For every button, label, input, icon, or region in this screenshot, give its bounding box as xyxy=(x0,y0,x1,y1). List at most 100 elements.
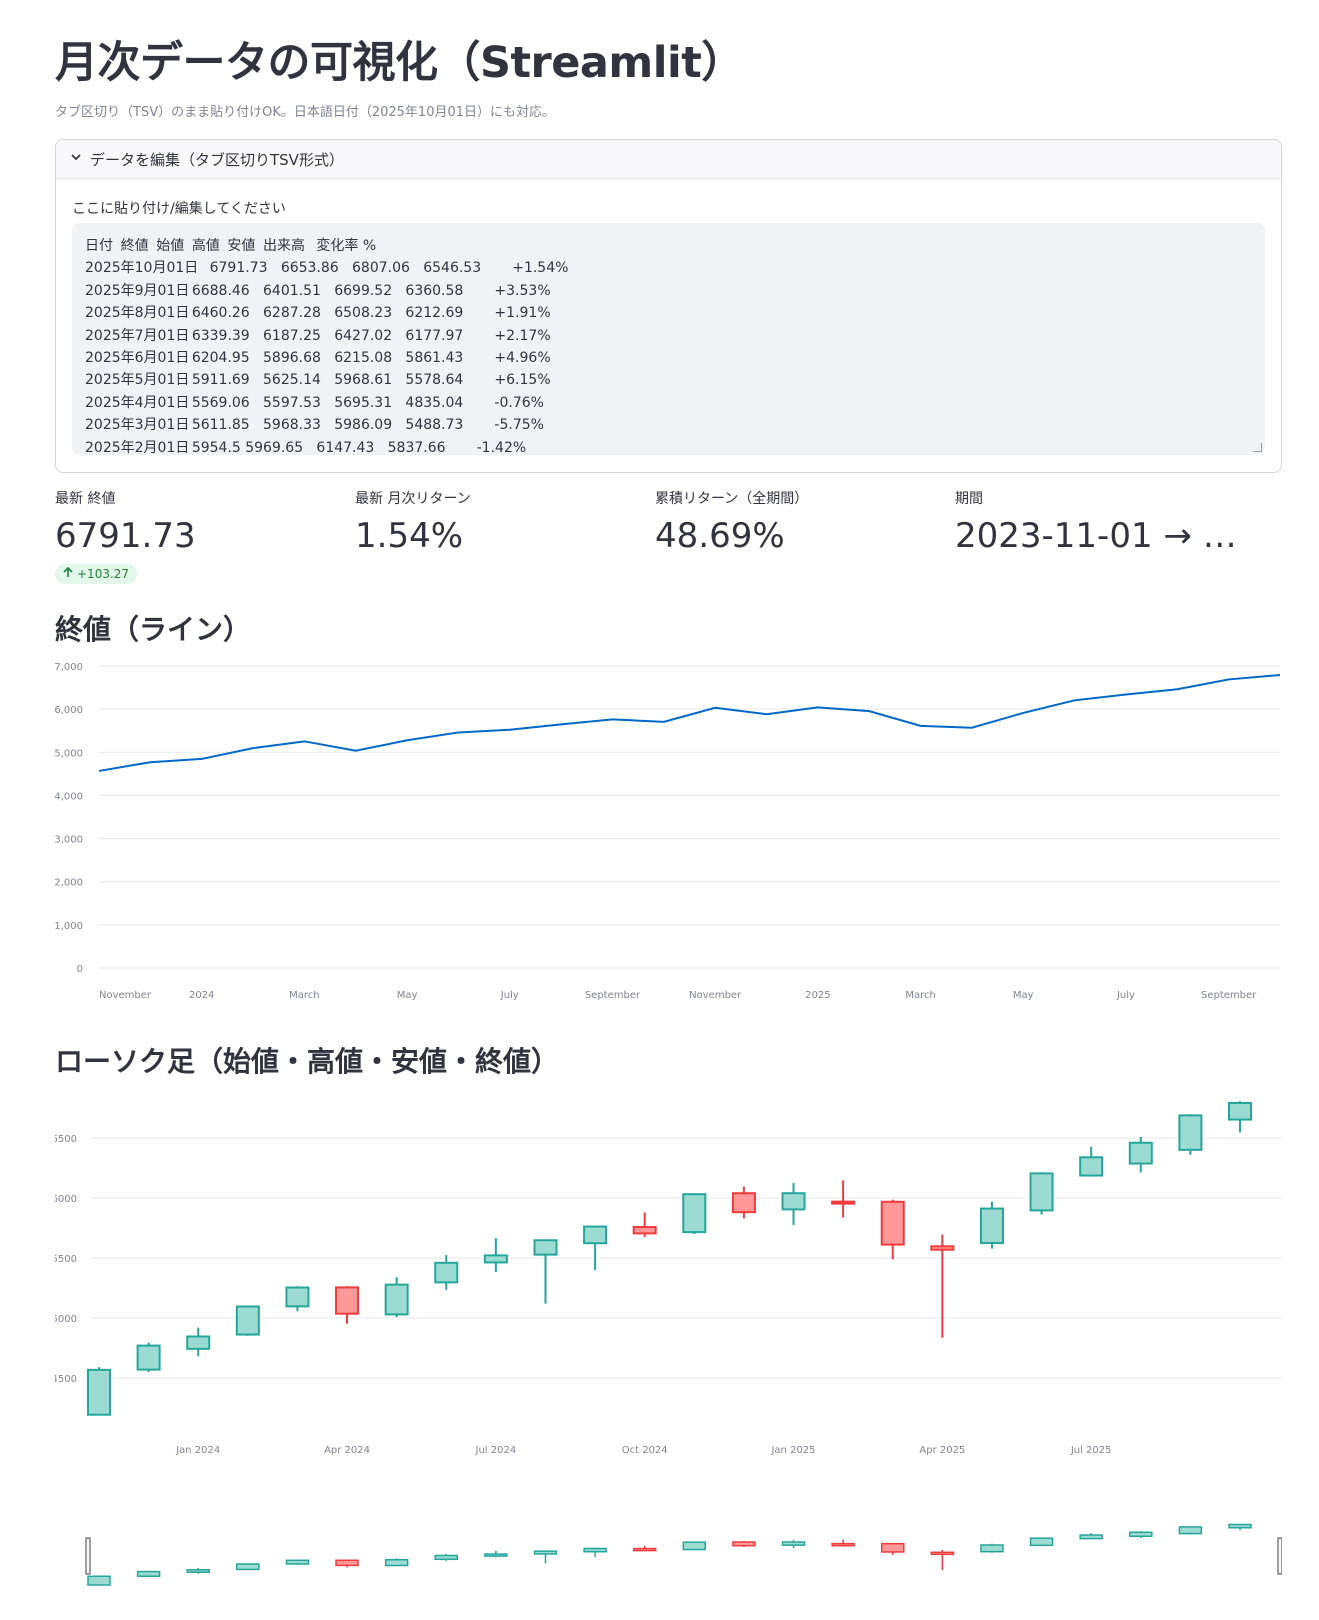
mini-candle xyxy=(781,1541,806,1546)
x-tick-label: July xyxy=(1116,990,1135,1001)
metric-monthly-return: 最新 月次リターン 1.54% xyxy=(355,488,655,556)
candlestick-heading: ローソク足（始値・高値・安値・終値） xyxy=(55,1045,560,1078)
data-editor-expander: データを編集（タブ区切りTSV形式） ここに貼り付け/編集してください 日付 終… xyxy=(55,139,1282,473)
mini-candle xyxy=(236,1563,260,1571)
x-tick-label: Apr 2025 xyxy=(919,1445,965,1456)
candle-up xyxy=(136,1344,161,1371)
candle-up xyxy=(87,1368,111,1416)
mini-candle xyxy=(1129,1531,1153,1538)
metric-value: 6791.73 xyxy=(55,516,196,556)
y-tick-label: 2,000 xyxy=(55,878,83,889)
x-tick-label: 2025 xyxy=(805,990,830,1001)
mini-candle xyxy=(335,1559,359,1567)
y-tick-label: 6,000 xyxy=(55,705,83,716)
y-tick-label: 1,000 xyxy=(55,921,83,932)
metric-period: 期間 2023-11-01 → 2025-10-01 xyxy=(955,488,1245,556)
mini-candle xyxy=(632,1547,657,1552)
y-tick-label: 3,000 xyxy=(55,835,83,846)
mini-candle xyxy=(1029,1537,1054,1547)
candle-up xyxy=(682,1193,707,1234)
mini-candle xyxy=(484,1553,508,1557)
candle-up xyxy=(384,1283,409,1316)
mini-candle xyxy=(682,1541,707,1551)
x-tick-label: September xyxy=(1201,990,1257,1001)
x-tick-label: Jul 2025 xyxy=(1070,1445,1112,1456)
metric-label: 期間 xyxy=(955,491,983,507)
metric-value: 1.54% xyxy=(355,516,464,556)
range-handle-right xyxy=(1277,1537,1282,1575)
mini-candle xyxy=(136,1570,161,1577)
mini-candle xyxy=(831,1542,855,1547)
candle-down xyxy=(335,1286,360,1315)
candle-up xyxy=(533,1239,558,1256)
metric-delta-badge: +103.27 xyxy=(55,564,138,584)
candle-up xyxy=(1228,1101,1252,1121)
mini-candle xyxy=(980,1544,1004,1553)
range-slider[interactable] xyxy=(55,1520,1282,1594)
mini-candle xyxy=(1178,1526,1203,1535)
x-tick-label: March xyxy=(289,990,319,1001)
x-tick-label: Jul 2024 xyxy=(475,1445,517,1456)
candle-down xyxy=(930,1245,955,1251)
x-tick-label: 2024 xyxy=(189,990,214,1001)
candle-up xyxy=(186,1335,211,1350)
mini-candle xyxy=(1079,1534,1103,1540)
x-tick-label: May xyxy=(397,990,418,1001)
x-tick-label: Jan 2025 xyxy=(770,1445,815,1456)
mini-candle xyxy=(186,1569,210,1573)
y-tick-label: 4500 xyxy=(55,1374,77,1385)
textarea-label: ここに貼り付け/編集してください xyxy=(72,201,286,217)
range-handle-left xyxy=(85,1537,91,1575)
tsv-textarea[interactable]: 日付 終値 始値 高値 安値 出来高 変化率 % 2025年10月01日 679… xyxy=(72,223,1265,455)
y-tick-label: 4,000 xyxy=(55,791,83,802)
metric-label: 最新 終値 xyxy=(55,491,116,507)
mini-candle xyxy=(434,1554,459,1561)
metric-label: 最新 月次リターン xyxy=(355,491,471,507)
mini-candle xyxy=(880,1542,905,1553)
x-tick-label: September xyxy=(585,990,641,1001)
x-tick-label: Apr 2024 xyxy=(324,1445,370,1456)
metrics-row: 最新 終値 6791.73 +103.27 最新 月次リターン 1.54% 累積… xyxy=(55,488,1282,588)
mini-candle xyxy=(930,1551,955,1556)
mini-candle xyxy=(732,1541,756,1547)
y-tick-label: 7,000 xyxy=(55,662,83,673)
candle-up xyxy=(979,1207,1004,1244)
candle-down xyxy=(831,1200,856,1205)
x-tick-label: Jan 2024 xyxy=(175,1445,220,1456)
candle-up xyxy=(1079,1156,1104,1177)
metric-cumulative-return: 累積リターン（全期間） 48.69% xyxy=(655,488,955,556)
y-tick-label: 0 xyxy=(77,964,83,975)
metric-label: 累積リターン（全期間） xyxy=(655,491,809,507)
x-tick-label: November xyxy=(689,990,742,1001)
y-tick-label: 6500 xyxy=(55,1134,77,1145)
page-title: 月次データの可視化（Streamlit） xyxy=(55,38,744,88)
candle-up xyxy=(781,1192,806,1211)
candle-up xyxy=(1128,1141,1153,1165)
candle-up xyxy=(483,1254,508,1264)
page-caption: タブ区切り（TSV）のまま貼り付けOK。日本語日付（2025年10月01日）にも… xyxy=(55,105,556,120)
mini-candle xyxy=(1228,1523,1252,1529)
mini-candle xyxy=(285,1559,310,1565)
candle-up xyxy=(1178,1114,1203,1151)
tsv-textarea-content[interactable]: 日付 終値 始値 高値 安値 出来高 変化率 % 2025年10月01日 679… xyxy=(85,238,569,455)
mini-candle xyxy=(384,1558,409,1567)
y-tick-label: 5500 xyxy=(55,1254,77,1265)
candle-down xyxy=(880,1200,905,1246)
chevron-down-icon[interactable] xyxy=(70,151,90,167)
arrow-up-icon xyxy=(63,566,73,581)
x-tick-label: November xyxy=(99,990,152,1001)
metric-value: 2023-11-01 → 2025-10-01 xyxy=(955,516,1245,556)
x-tick-label: May xyxy=(1013,990,1034,1001)
metric-value: 48.69% xyxy=(655,516,785,556)
expander-header[interactable]: データを編集（タブ区切りTSV形式） xyxy=(56,140,1281,179)
candle-up xyxy=(1029,1172,1054,1212)
candle-up xyxy=(434,1261,459,1284)
candle-down xyxy=(632,1226,657,1235)
line-chart[interactable]: 0 1,000 2,000 3,000 4,000 5,000 6,000 7,000 Nove… xyxy=(55,652,1282,1002)
candle-up xyxy=(583,1225,608,1245)
close-price-line xyxy=(98,673,1281,772)
resize-handle-icon[interactable] xyxy=(1253,443,1262,452)
candle-down xyxy=(731,1192,756,1214)
